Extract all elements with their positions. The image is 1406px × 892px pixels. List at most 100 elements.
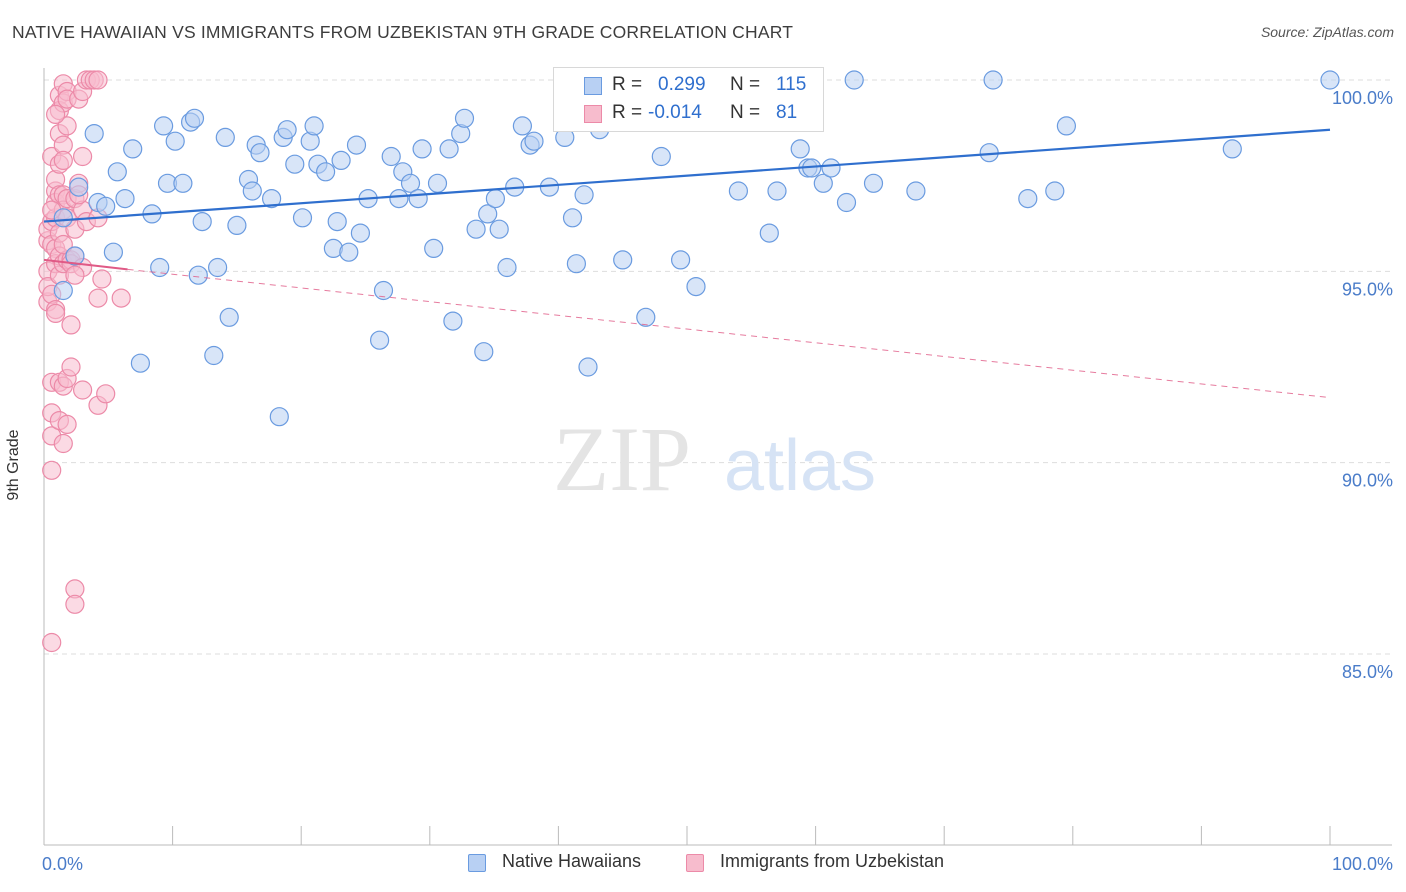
data-point — [350, 223, 370, 243]
data-point — [45, 303, 66, 323]
data-point — [424, 238, 444, 258]
series-native-hawaiians-points — [53, 70, 1340, 427]
data-point — [215, 127, 235, 147]
data-point — [304, 116, 324, 136]
legend-label-uzbekistan: Immigrants from Uzbekistan — [720, 851, 945, 871]
y-tick-label: 100.0% — [1332, 88, 1393, 108]
legend-native-hawaiians: Native Hawaiians — [468, 851, 668, 877]
data-point — [72, 380, 93, 400]
chart-title: NATIVE HAWAIIAN VS IMMIGRANTS FROM UZBEK… — [12, 22, 794, 42]
data-point — [759, 223, 779, 243]
legend-r-value: 0.299 — [658, 74, 706, 95]
data-point — [96, 196, 116, 216]
data-point — [53, 234, 73, 255]
data-point — [65, 246, 85, 266]
data-point — [88, 288, 108, 308]
data-point — [524, 131, 544, 151]
data-point — [339, 242, 359, 262]
x-tick-label: 100.0% — [1332, 854, 1393, 874]
watermark-zip: ZIP — [553, 408, 691, 510]
data-point — [485, 189, 505, 209]
data-point — [478, 204, 498, 224]
data-point — [578, 357, 598, 377]
legend-n-label: N = — [730, 74, 761, 95]
data-point — [192, 212, 212, 232]
data-point — [636, 307, 656, 327]
data-point — [836, 192, 857, 213]
trend-line-uzbekistan-solid — [43, 258, 128, 271]
data-point — [466, 219, 486, 239]
data-point — [242, 181, 262, 201]
data-point — [574, 185, 594, 205]
data-point — [863, 173, 884, 193]
data-point — [53, 150, 73, 170]
data-point — [381, 146, 401, 167]
data-point — [844, 70, 864, 90]
data-point — [346, 135, 367, 155]
data-point — [408, 189, 428, 209]
legend-swatch-native-hawaiians — [468, 854, 486, 872]
data-point — [154, 116, 174, 136]
data-point — [103, 242, 124, 262]
data-point — [53, 208, 73, 228]
legend-label-native-hawaiians: Native Hawaiians — [502, 851, 642, 871]
data-point — [813, 173, 833, 193]
data-point — [292, 208, 313, 228]
legend-n-label: N = — [730, 102, 761, 123]
legend-r-label: R = — [612, 74, 643, 95]
data-point — [92, 269, 112, 289]
data-point — [250, 143, 270, 163]
data-point — [53, 433, 73, 454]
trend-line-uzbekistan-dashed — [127, 268, 1331, 399]
data-point — [219, 307, 239, 327]
legend-n-value: 115 — [776, 74, 807, 95]
y-tick-label: 95.0% — [1342, 279, 1393, 299]
data-point — [1320, 70, 1340, 90]
data-point — [1222, 139, 1242, 159]
legend-swatch-blue — [584, 77, 602, 95]
data-point — [767, 181, 787, 201]
data-point — [57, 116, 77, 136]
data-point — [69, 177, 89, 197]
data-point — [61, 357, 81, 377]
data-point — [489, 219, 509, 239]
data-point — [327, 212, 347, 232]
data-point — [412, 139, 432, 159]
data-point — [686, 277, 706, 297]
axes — [43, 68, 1392, 846]
data-point — [1045, 181, 1065, 201]
tick-labels: 100.0% 95.0% 90.0% 85.0% 0.0% 100.0% — [42, 88, 1393, 874]
data-point — [370, 330, 390, 350]
data-point — [562, 208, 583, 228]
data-point — [88, 70, 108, 90]
data-point — [373, 280, 394, 301]
data-point — [65, 594, 85, 614]
data-point — [454, 108, 475, 128]
data-point — [316, 162, 336, 182]
data-point — [208, 257, 228, 278]
data-point — [45, 104, 66, 125]
legend-n-value: 81 — [776, 102, 798, 123]
data-point — [84, 124, 104, 144]
legend-swatch-pink — [584, 105, 602, 123]
data-point — [262, 189, 282, 209]
data-point — [165, 131, 185, 151]
data-point — [400, 173, 421, 193]
legend-r-label: R = — [612, 102, 643, 123]
data-point — [115, 189, 135, 209]
watermark: ZIP atlas — [553, 408, 876, 510]
data-point — [1056, 116, 1077, 136]
data-point — [42, 632, 62, 653]
series-uzbekistan-points — [38, 70, 131, 653]
source-label: Source: ZipAtlas.com — [1260, 24, 1394, 40]
data-point — [443, 311, 463, 331]
data-point — [227, 215, 247, 235]
data-point — [439, 139, 459, 159]
data-point — [497, 257, 517, 278]
x-tick-label: 0.0% — [42, 854, 83, 874]
data-point — [65, 265, 85, 285]
data-point — [474, 342, 494, 362]
correlation-legend: R = 0.299 N = 115 R = -0.014 N = 81 — [553, 67, 824, 132]
data-point — [204, 345, 224, 366]
data-point — [269, 407, 289, 427]
